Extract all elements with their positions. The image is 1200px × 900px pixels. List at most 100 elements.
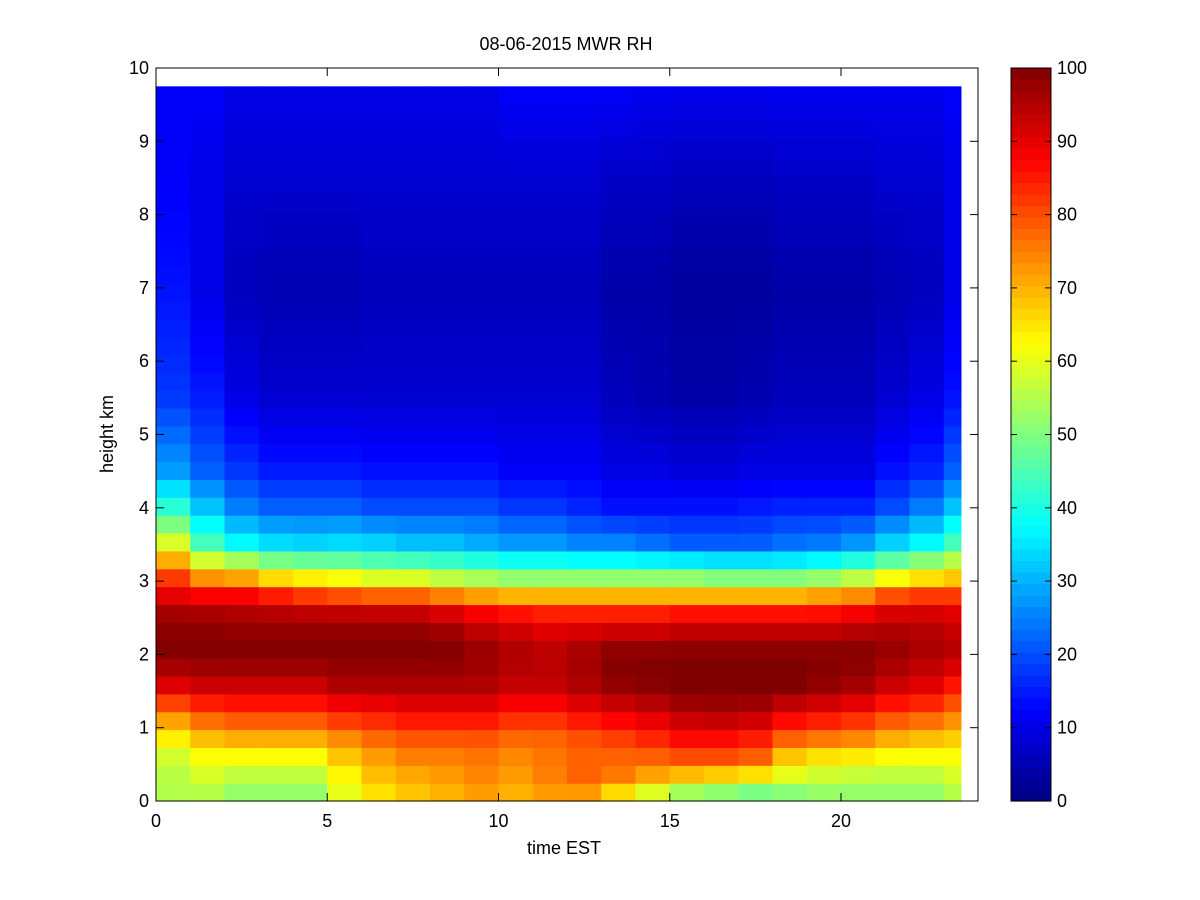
heatmap-cell [909,693,945,713]
heatmap-cell [635,640,671,659]
heatmap-cell [806,104,842,123]
heatmap-cell [669,264,705,284]
colorbar-swatch [1011,365,1051,378]
heatmap-cell [704,568,739,588]
heatmap-cell [738,86,774,105]
colorbar-swatch [1011,640,1051,653]
heatmap-cell [156,157,191,177]
colorbar-swatch [1011,537,1051,550]
colorbar-swatch [1011,331,1051,344]
heatmap-cell [806,372,842,391]
heatmap-cell [190,157,226,177]
heatmap-cell [841,229,876,248]
heatmap-cell [361,139,397,159]
colorbar-swatch [1011,526,1051,539]
heatmap-cell [635,139,671,159]
heatmap-cell [567,425,602,445]
heatmap-cell [224,282,260,302]
heatmap-cell [532,390,568,409]
colorbar-swatch [1011,411,1051,424]
heatmap-cell [190,479,226,498]
heatmap-cell [327,86,363,105]
heatmap-cell [909,390,945,409]
heatmap-cell [293,604,328,623]
heatmap-cell [875,604,911,623]
heatmap-cell [361,515,397,534]
heatmap-cell [772,282,808,302]
heatmap-cell [430,229,465,248]
heatmap-cell [395,479,431,498]
heatmap-cell [772,264,808,284]
heatmap-cell [635,229,671,248]
heatmap-cell [601,139,637,159]
heatmap-cell [361,675,397,695]
heatmap-cell [806,640,842,659]
heatmap-cell [430,122,465,141]
heatmap-cell [361,622,397,641]
heatmap-cell [224,247,260,266]
heatmap-cell [464,765,500,784]
heatmap-cell [909,515,945,534]
heatmap-cell [635,658,671,677]
heatmap-cell [395,300,431,320]
heatmap-cell [498,604,534,623]
heatmap-cell [943,211,962,230]
heatmap-cell [875,747,911,766]
heatmap-cell [430,675,465,695]
heatmap-cell [909,282,945,302]
colorbar-swatch [1011,480,1051,493]
heatmap-cell [498,282,534,302]
heatmap-cell [772,122,808,141]
heatmap-cell [293,515,328,534]
heatmap-cell [224,675,260,695]
heatmap-cell [704,640,739,659]
heatmap-cell [361,497,397,516]
heatmap-cell [841,604,876,623]
heatmap-cell [841,193,876,212]
colorbar-swatch [1011,125,1051,138]
heatmap-cell [532,675,568,695]
heatmap-cell [156,461,191,480]
heatmap-cell [943,390,962,409]
heatmap-cell [224,264,260,284]
heatmap-cell [875,658,911,677]
heatmap-cell [498,783,534,802]
heatmap-cell [943,175,962,195]
heatmap-cell [224,604,260,623]
heatmap-cell [361,300,397,320]
heatmap-cell [875,693,911,713]
heatmap-cell [875,729,911,748]
y-tick-label: 5 [139,425,149,445]
colorbar-swatch [1011,686,1051,699]
heatmap-cell [669,354,705,373]
heatmap-cell [738,461,774,480]
heatmap-cell [293,747,328,766]
heatmap-cell [293,783,328,802]
heatmap-cell [772,515,808,534]
heatmap-cell [464,729,500,748]
heatmap-cell [464,533,500,552]
heatmap-cell [395,675,431,695]
heatmap-cell [909,372,945,391]
heatmap-cell [258,783,294,802]
heatmap-cell [361,247,397,266]
heatmap-cell [909,497,945,516]
heatmap-cell [909,264,945,284]
heatmap-cell [224,122,260,141]
heatmap-cell [669,711,705,731]
heatmap-cell [498,461,534,480]
heatmap-cell [943,515,962,534]
colorbar-tick-label: 40 [1057,498,1077,518]
colorbar-swatch [1011,697,1051,710]
heatmap-cell [395,711,431,731]
heatmap-cell [430,175,465,195]
heatmap-cell [190,318,226,338]
heatmap-cell [156,282,191,302]
heatmap-cell [772,586,808,606]
heatmap-cell [156,711,191,731]
heatmap-cell [293,533,328,552]
heatmap-cell [361,479,397,498]
heatmap-cell [772,139,808,159]
heatmap-cell [258,193,294,212]
heatmap-cell [806,497,842,516]
